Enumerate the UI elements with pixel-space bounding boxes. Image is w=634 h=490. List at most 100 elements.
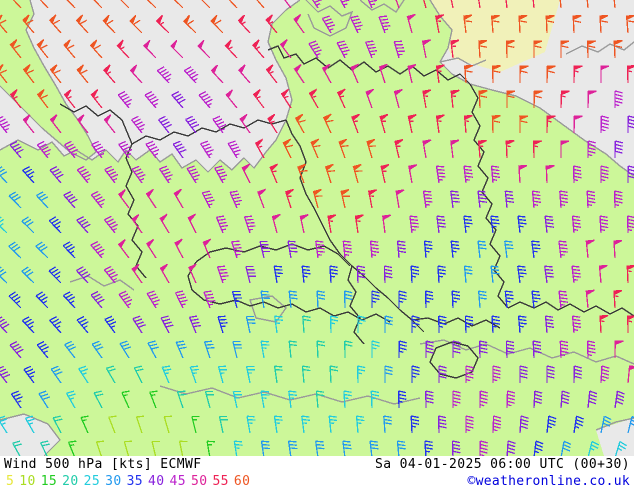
barb-full (479, 450, 488, 454)
barb-full (106, 318, 115, 323)
barb-full (162, 318, 171, 322)
barb-full (43, 148, 51, 154)
barb-pennant (284, 188, 294, 197)
barb-full (90, 241, 99, 246)
barb-full (507, 450, 515, 455)
barb-full (493, 418, 502, 423)
scale-step-35[interactable]: 35 (126, 474, 144, 489)
wind-barb (203, 340, 215, 359)
barb-pennant (279, 39, 288, 49)
wind-barb (0, 14, 8, 34)
wind-barb (382, 214, 392, 234)
barb-full (589, 393, 597, 398)
scale-step-50[interactable]: 50 (190, 474, 208, 489)
wind-barb (76, 216, 91, 234)
barb-full (51, 168, 60, 174)
barb-full (344, 290, 353, 294)
barb-pennant (129, 14, 137, 25)
wind-barb (0, 415, 8, 434)
wind-speed-scale[interactable]: 5 10 15 20 25 30 35 40 45 50 55 60 (6, 474, 255, 489)
barb-pennant (573, 65, 583, 71)
scale-step-15[interactable]: 15 (40, 474, 58, 489)
wind-barb (437, 415, 447, 434)
barb-half (99, 152, 105, 156)
barb-full (480, 443, 488, 447)
wind-barb (558, 290, 568, 309)
barb-pennant (237, 64, 246, 74)
scale-step-55[interactable]: 55 (212, 474, 229, 489)
barb-full (506, 95, 515, 99)
barb-full (492, 375, 501, 379)
barb-full (22, 316, 30, 322)
wind-barb (356, 265, 366, 284)
barb-full (261, 443, 270, 446)
wind-barb (598, 264, 608, 284)
barb-full (217, 218, 226, 222)
barb-full (80, 221, 89, 226)
barb-full (600, 225, 609, 229)
scale-step-45[interactable]: 45 (169, 474, 186, 489)
barb-full (316, 340, 325, 344)
barb-full (357, 272, 366, 275)
wind-barb (0, 216, 8, 234)
barb-full (149, 390, 158, 393)
barb-pennant (533, 90, 543, 96)
barb-half (383, 28, 389, 31)
wind-barb (518, 164, 528, 184)
scale-step-5[interactable]: 5 (6, 474, 15, 489)
barb-full (0, 69, 7, 74)
barb-pennant (600, 65, 610, 71)
barb-full (83, 223, 91, 229)
barb-pennant (407, 114, 417, 121)
wind-barb (21, 316, 35, 334)
barb-full (520, 418, 529, 423)
barb-full (122, 146, 131, 151)
weather-map[interactable] (0, 0, 634, 456)
barb-full (507, 390, 516, 394)
barb-pennant (352, 163, 362, 172)
barb-half (208, 303, 214, 306)
barb-half (45, 152, 51, 156)
wind-barb (492, 415, 502, 434)
wind-barb (67, 440, 77, 456)
wind-barb (186, 165, 201, 184)
scale-step-25[interactable]: 25 (83, 474, 101, 489)
barb-full (452, 390, 461, 394)
barb-full (178, 346, 187, 350)
scale-step-30[interactable]: 30 (105, 474, 122, 489)
wind-barb (269, 163, 278, 184)
barb-pennant (187, 213, 196, 223)
barb-half (506, 403, 512, 407)
barb-half (601, 378, 606, 382)
barb-full (214, 118, 223, 123)
barb-full (344, 293, 353, 297)
barb-full (480, 390, 488, 394)
barb-pennant (395, 189, 405, 196)
scale-step-10[interactable]: 10 (19, 474, 36, 489)
barb-full (452, 293, 461, 297)
wind-barb (91, 340, 104, 359)
wind-barb (627, 165, 634, 184)
wind-barb (450, 240, 460, 259)
map-canvas[interactable] (0, 0, 634, 456)
barb-full (218, 318, 227, 321)
barb-full (479, 347, 488, 351)
barb-half (110, 325, 116, 329)
scale-step-40[interactable]: 40 (148, 474, 165, 489)
barb-full (39, 143, 47, 148)
wind-barb (587, 40, 596, 59)
wind-barb (384, 315, 393, 334)
wind-barb (9, 341, 24, 359)
barb-full (507, 443, 516, 448)
scale-step-60[interactable]: 60 (233, 474, 251, 489)
barb-full (559, 297, 568, 300)
barb-full (202, 190, 210, 194)
barb-full (451, 247, 460, 250)
wind-barb (131, 213, 143, 234)
wind-barb (518, 14, 528, 34)
barb-full (517, 265, 526, 268)
scale-step-20[interactable]: 20 (62, 474, 79, 489)
barb-full (479, 400, 488, 404)
barb-full (274, 265, 282, 268)
barb-full (218, 221, 227, 225)
